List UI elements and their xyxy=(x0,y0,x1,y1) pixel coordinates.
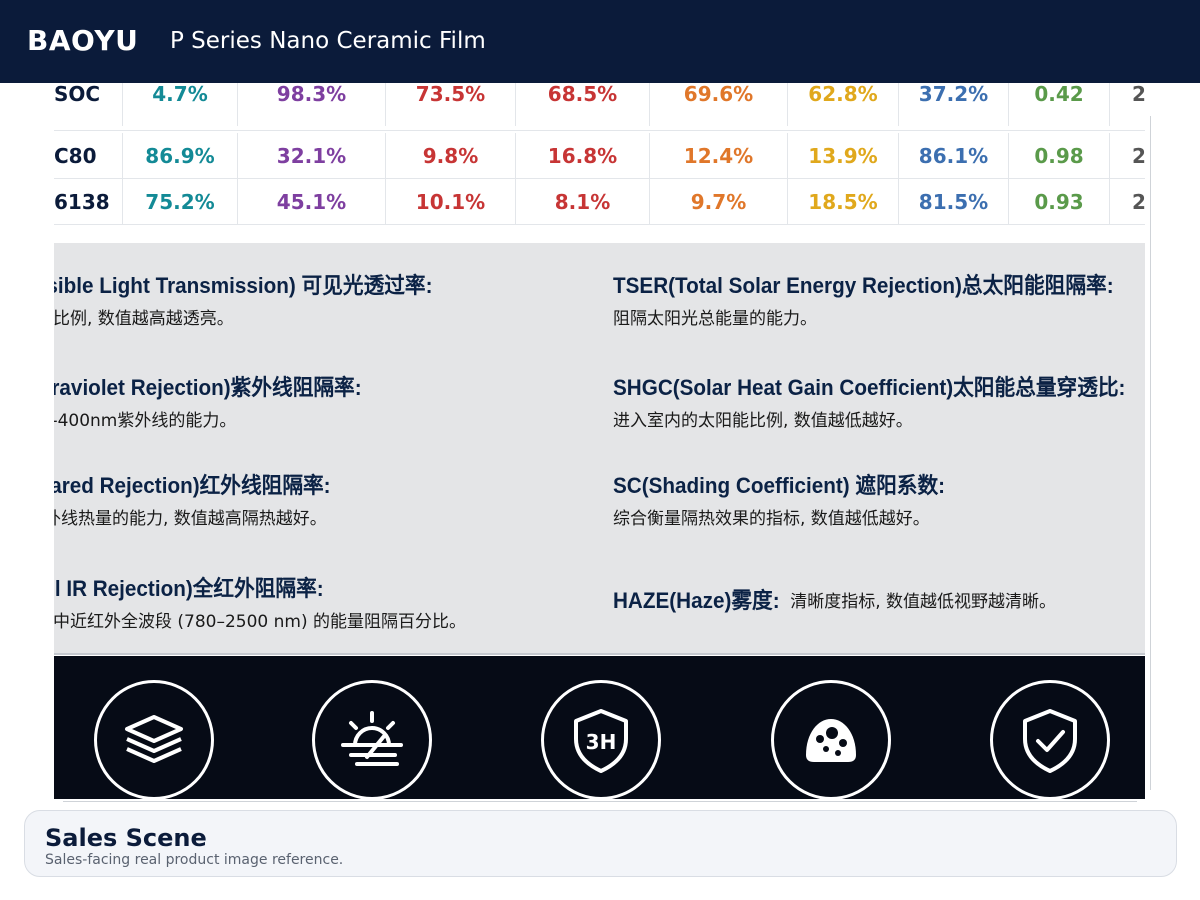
table-cell: 37.2% xyxy=(899,83,1009,126)
shield-check-icon xyxy=(990,680,1110,799)
definition-title: R(Full IR Rejection)全红外阻隔率: xyxy=(54,576,324,601)
sun-horizon-icon xyxy=(312,680,432,799)
shield-3h-label: 3H xyxy=(586,730,617,754)
caption-card: Sales Scene Sales-facing real product im… xyxy=(24,810,1177,877)
table-cell-name: C80 xyxy=(54,133,123,178)
definition-title: TSER(Total Solar Energy Rejection)总太阳能阻隔… xyxy=(613,273,1114,298)
definition-irr: (Infrared Rejection)红外线阻隔率: 隔红外线热量的能力, 数… xyxy=(54,468,550,529)
table-cell: 32.1% xyxy=(238,133,386,178)
table-cell: 10.1% xyxy=(386,179,516,224)
definition-title: (Infrared Rejection)红外线阻隔率: xyxy=(54,473,331,498)
table-cell: 18.5% xyxy=(788,179,899,224)
brand-logo: BAOYU xyxy=(27,24,139,57)
definition-title: SHGC(Solar Heat Gain Coefficient)太阳能总量穿透… xyxy=(613,375,1126,400)
definitions-panel: T (Visible Light Transmission) 可见光透过率: 光… xyxy=(54,243,1145,655)
table-cell: 69.6% xyxy=(650,83,788,126)
feature-icon-band: 3H xyxy=(54,656,1145,799)
definition-title: T (Visible Light Transmission) 可见光透过率: xyxy=(54,273,433,298)
stain-dots-icon xyxy=(771,680,891,799)
definition-desc: 隔红外线热量的能力, 数值越高隔热越好。 xyxy=(54,509,327,529)
definition-full-ir: R(Full IR Rejection)全红外阻隔率: 太阳光中近红外全波段 (… xyxy=(54,571,542,632)
table-row: 6138 75.2% 45.1% 10.1% 8.1% 9.7% 18.5% 8… xyxy=(54,179,1146,225)
table-cell: 45.1% xyxy=(238,179,386,224)
table-cell: 75.2% xyxy=(123,179,238,224)
table-row: C80 86.9% 32.1% 9.8% 16.8% 12.4% 13.9% 8… xyxy=(54,133,1146,179)
definition-desc: 综合衡量隔热效果的指标, 数值越低越好。 xyxy=(613,509,930,529)
definition-desc: 光透过比例, 数值越高越透亮。 xyxy=(54,309,234,329)
definition-title: R(Ultraviolet Rejection)紫外线阻隔率: xyxy=(54,375,362,400)
definition-uvr: R(Ultraviolet Rejection)紫外线阻隔率: 隔280-400… xyxy=(54,370,542,431)
table-cell: 16.8% xyxy=(516,133,650,178)
table-cell: 9.7% xyxy=(650,179,788,224)
definition-vlt: T (Visible Light Transmission) 可见光透过率: 光… xyxy=(54,268,542,329)
layers-icon xyxy=(94,680,214,799)
table-cell: 86.1% xyxy=(899,133,1009,178)
definition-desc: 清晰度指标, 数值越低视野越清晰。 xyxy=(790,591,1057,612)
shield-3h-icon: 3H xyxy=(541,680,661,799)
table-cell: 2 xyxy=(1132,83,1146,106)
definition-desc: 阻隔太阳光总能量的能力。 xyxy=(613,309,817,329)
definition-haze: HAZE(Haze)雾度: 清晰度指标, 数值越低视野越清晰。 xyxy=(613,583,1145,615)
definition-tser: TSER(Total Solar Energy Rejection)总太阳能阻隔… xyxy=(613,268,1145,329)
table-cell: 98.3% xyxy=(238,83,386,126)
table-cell: 12.4% xyxy=(650,133,788,178)
product-image: SOC 4.7% 98.3% 73.5% 68.5% 69.6% 62.8% 3… xyxy=(54,83,1151,799)
table-cell-name: SOC xyxy=(54,83,123,126)
definition-sc: SC(Shading Coefficient) 遮阳系数: 综合衡量隔热效果的指… xyxy=(613,468,1145,529)
table-cell: 73.5% xyxy=(386,83,516,126)
frame-divider-bottom xyxy=(63,801,1137,802)
table-cell: 8.1% xyxy=(516,179,650,224)
table-cell: 68.5% xyxy=(516,83,650,126)
caption-title: Sales Scene xyxy=(45,824,207,852)
table-cell: 62.8% xyxy=(788,83,899,126)
frame-divider-right xyxy=(1150,116,1151,790)
table-cell: 0.98 xyxy=(1009,133,1110,178)
table-cell: 9.8% xyxy=(386,133,516,178)
definition-title: HAZE(Haze)雾度: xyxy=(613,588,780,613)
definition-shgc: SHGC(Solar Heat Gain Coefficient)太阳能总量穿透… xyxy=(613,370,1145,431)
page-title: P Series Nano Ceramic Film xyxy=(170,28,486,54)
spec-table: SOC 4.7% 98.3% 73.5% 68.5% 69.6% 62.8% 3… xyxy=(54,83,1146,225)
table-cell: 86.9% xyxy=(123,133,238,178)
definition-desc: 隔280-400nm紫外线的能力。 xyxy=(54,411,237,431)
table-cell-name: 6138 xyxy=(54,179,123,224)
table-cell: 0.93 xyxy=(1009,179,1110,224)
top-bar: BAOYU P Series Nano Ceramic Film xyxy=(0,0,1200,83)
table-cell: 4.7% xyxy=(123,83,238,126)
definition-desc: 太阳光中近红外全波段 (780–2500 nm) 的能量阻隔百分比。 xyxy=(54,612,467,632)
table-row: SOC 4.7% 98.3% 73.5% 68.5% 69.6% 62.8% 3… xyxy=(54,83,1146,131)
table-cell: 2 xyxy=(1132,143,1146,168)
table-cell: 2 xyxy=(1132,189,1146,214)
definition-title: SC(Shading Coefficient) 遮阳系数: xyxy=(613,473,946,498)
definition-desc: 进入室内的太阳能比例, 数值越低越好。 xyxy=(613,411,913,431)
table-cell: 13.9% xyxy=(788,133,899,178)
table-cell: 0.42 xyxy=(1009,83,1110,126)
caption-subtitle: Sales-facing real product image referenc… xyxy=(45,852,344,868)
table-cell: 81.5% xyxy=(899,179,1009,224)
